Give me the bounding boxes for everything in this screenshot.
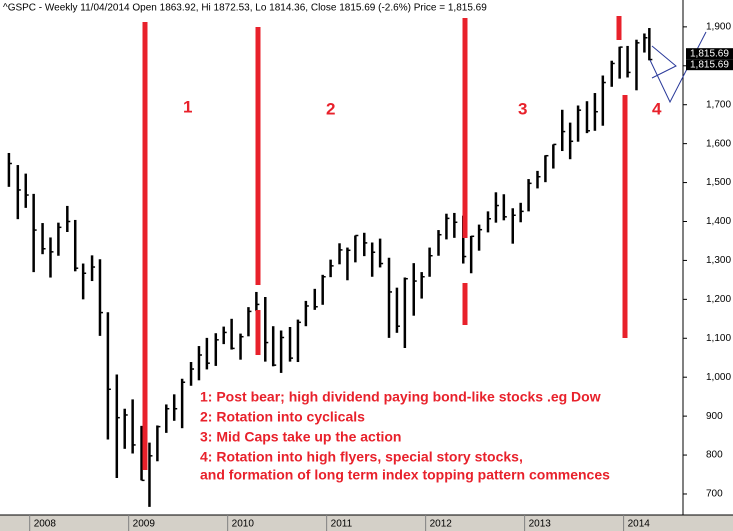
annotation: 2: Rotation into cyclicals [200, 409, 365, 425]
x-tick-label: 2011 [331, 519, 353, 530]
y-tick-label: 1,600 [706, 138, 731, 149]
price-label-box [686, 59, 733, 71]
price-label-box [686, 48, 733, 60]
trend-line [651, 45, 677, 79]
y-tick-label: 1,900 [706, 22, 731, 33]
y-tick-label: 700 [706, 489, 723, 500]
y-tick-label: 800 [706, 450, 723, 461]
annotation: 3: Mid Caps take up the action [200, 429, 401, 445]
x-tick-label: 2012 [430, 519, 453, 530]
y-tick-label: 1,000 [706, 372, 731, 383]
y-tick-label: 1,700 [706, 99, 731, 110]
annotation: and formation of long term index topping… [200, 467, 610, 483]
annotation: 1: Post bear; high dividend paying bond-… [200, 389, 601, 405]
price-bars [7, 28, 653, 507]
x-axis-strip [0, 515, 733, 531]
phase-label: 1 [183, 97, 192, 116]
phase-label: 3 [518, 99, 527, 118]
x-tick-label: 2009 [133, 519, 156, 530]
y-tick-label: 1,400 [706, 216, 731, 227]
x-tick-label: 2010 [232, 519, 255, 530]
phase-label: 2 [326, 99, 335, 118]
x-tick-label: 2013 [529, 519, 552, 530]
chart-title: ^GSPC - Weekly 11/04/2014 Open 1863.92, … [3, 3, 487, 14]
y-tick-label: 900 [706, 411, 723, 422]
annotation: 4: Rotation into high flyers, special st… [200, 449, 523, 465]
x-tick-label: 2014 [628, 519, 651, 530]
price-label: 1,815.69 [690, 48, 729, 59]
y-tick-label: 1,300 [706, 255, 731, 266]
y-tick-label: 1,200 [706, 294, 731, 305]
y-tick-label: 1,100 [706, 333, 731, 344]
y-tick-label: 1,500 [706, 177, 731, 188]
x-tick-label: 2008 [34, 519, 57, 530]
phase-label: 4 [652, 99, 662, 118]
price-label: 1,815.69 [690, 59, 729, 70]
